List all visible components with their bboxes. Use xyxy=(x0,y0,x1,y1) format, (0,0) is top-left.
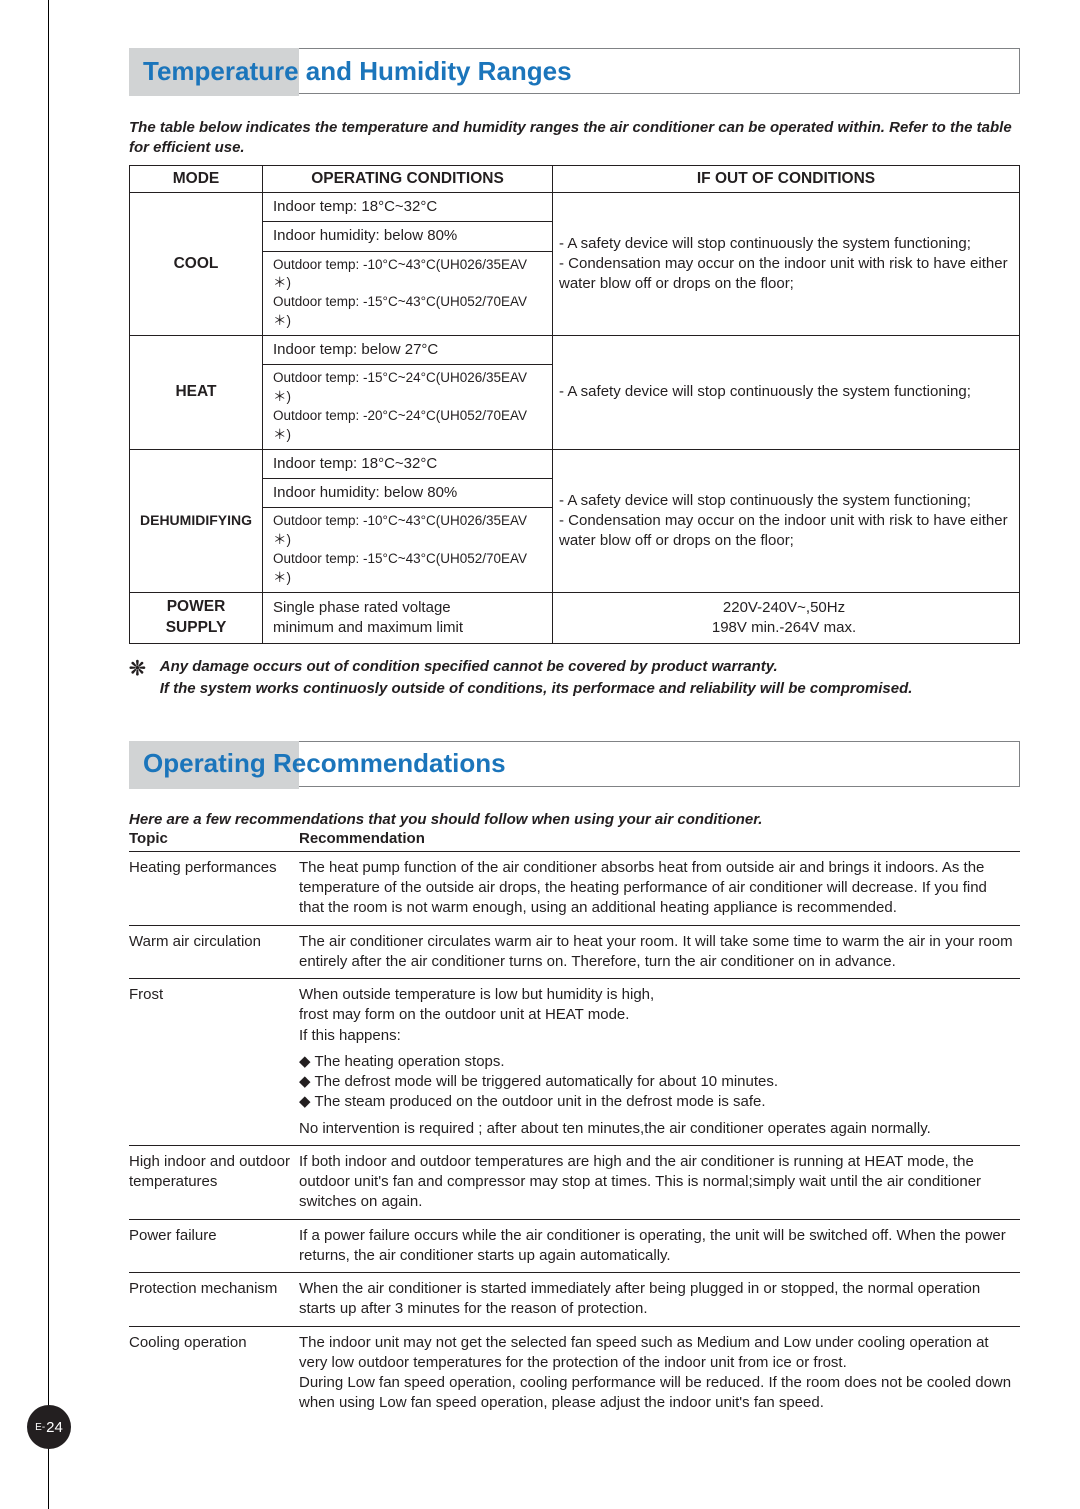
table-row: Heating performances The heat pump funct… xyxy=(129,851,1020,925)
page-prefix: E- xyxy=(35,1422,45,1433)
dehum-cond-2: Indoor humidity: below 80% xyxy=(263,479,553,508)
cool-cond-3: Outdoor temp: -10°C~43°C(UH026/35EAV＊) O… xyxy=(263,251,553,336)
mode-power: POWER SUPPLY xyxy=(130,592,263,643)
mode-dehum: DEHUMIDIFYING xyxy=(130,449,263,592)
topic-heating: Heating performances xyxy=(129,851,299,925)
cool-cond-1: Indoor temp: 18°C~32°C xyxy=(263,193,553,222)
dehum-cond-3: Outdoor temp: -10°C~43°C(UH026/35EAV＊) O… xyxy=(263,508,553,593)
rec-warm-air: The air conditioner circulates warm air … xyxy=(299,925,1020,979)
footnote-symbol: ❊ xyxy=(129,654,146,699)
section-title: Temperature and Humidity Ranges xyxy=(129,56,572,87)
recs-table: Topic Recommendation Heating performance… xyxy=(129,828,1020,1420)
topic-warm-air: Warm air circulation xyxy=(129,925,299,979)
page-content: Temperature and Humidity Ranges The tabl… xyxy=(48,0,1080,1509)
col-conditions: OPERATING CONDITIONS xyxy=(263,166,553,193)
col-out: IF OUT OF CONDITIONS xyxy=(553,166,1020,193)
frost-pre: When outside temperature is low but humi… xyxy=(299,985,1016,1046)
rec-cooling: The indoor unit may not get the selected… xyxy=(299,1326,1020,1420)
cool-cond-2: Indoor humidity: below 80% xyxy=(263,222,553,251)
topic-power-failure: Power failure xyxy=(129,1219,299,1273)
topic-protection: Protection mechanism xyxy=(129,1273,299,1327)
heat-out: - A safety device will stop continuously… xyxy=(553,336,1020,450)
heat-cond-1: Indoor temp: below 27°C xyxy=(263,336,553,365)
ranges-header-row: MODE OPERATING CONDITIONS IF OUT OF COND… xyxy=(130,166,1020,193)
recs-col-rec: Recommendation xyxy=(299,828,1020,852)
col-mode: MODE xyxy=(130,166,263,193)
frost-b3: The steam produced on the outdoor unit i… xyxy=(299,1092,1016,1112)
cool-out: - A safety device will stop continuously… xyxy=(553,193,1020,336)
mode-cool: COOL xyxy=(130,193,263,336)
table-row: Protection mechanism When the air condit… xyxy=(129,1273,1020,1327)
rec-power-failure: If a power failure occurs while the air … xyxy=(299,1219,1020,1273)
frost-post: No intervention is required ; after abou… xyxy=(299,1119,1016,1139)
table-row: Cooling operation The indoor unit may no… xyxy=(129,1326,1020,1420)
topic-cooling: Cooling operation xyxy=(129,1326,299,1420)
rec-high-temp: If both indoor and outdoor temperatures … xyxy=(299,1145,1020,1219)
section2-title: Operating Recommendations xyxy=(129,748,506,779)
section-header-temp-humidity: Temperature and Humidity Ranges xyxy=(129,48,1020,94)
page-number-badge: E-24 xyxy=(27,1405,71,1449)
frost-b2: The defrost mode will be triggered autom… xyxy=(299,1072,1016,1092)
power-out: 220V-240V~,50Hz 198V min.-264V max. xyxy=(553,592,1020,643)
table-row: Frost When outside temperature is low bu… xyxy=(129,979,1020,1146)
dehum-cond-1: Indoor temp: 18°C~32°C xyxy=(263,449,553,478)
table-row: Warm air circulation The air conditioner… xyxy=(129,925,1020,979)
topic-frost: Frost xyxy=(129,979,299,1146)
rec-protection: When the air conditioner is started imme… xyxy=(299,1273,1020,1327)
recs-header-row: Topic Recommendation xyxy=(129,828,1020,852)
section-header-recommendations: Operating Recommendations xyxy=(129,741,1020,787)
table-row: COOL Indoor temp: 18°C~32°C - A safety d… xyxy=(130,193,1020,222)
heat-cond-2: Outdoor temp: -15°C~24°C(UH026/35EAV＊) O… xyxy=(263,365,553,450)
page-number: 24 xyxy=(46,1419,63,1436)
table-row: HEAT Indoor temp: below 27°C - A safety … xyxy=(130,336,1020,365)
footnote-text: Any damage occurs out of condition speci… xyxy=(160,656,913,701)
section2-intro: Here are a few recommendations that you … xyxy=(129,811,1020,828)
mode-heat: HEAT xyxy=(130,336,263,450)
rec-heating: The heat pump function of the air condit… xyxy=(299,851,1020,925)
table-row: High indoor and outdoor temperatures If … xyxy=(129,1145,1020,1219)
rec-frost: When outside temperature is low but humi… xyxy=(299,979,1020,1146)
footnote: ❊ Any damage occurs out of condition spe… xyxy=(129,656,1020,701)
table-row: DEHUMIDIFYING Indoor temp: 18°C~32°C - A… xyxy=(130,449,1020,478)
dehum-out: - A safety device will stop continuously… xyxy=(553,449,1020,592)
recs-col-topic: Topic xyxy=(129,828,299,852)
section1-intro: The table below indicates the temperatur… xyxy=(129,118,1020,157)
table-row: POWER SUPPLY Single phase rated voltage … xyxy=(130,592,1020,643)
table-row: Power failure If a power failure occurs … xyxy=(129,1219,1020,1273)
frost-b1: The heating operation stops. xyxy=(299,1052,1016,1072)
ranges-table: MODE OPERATING CONDITIONS IF OUT OF COND… xyxy=(129,165,1020,644)
power-cond: Single phase rated voltage minimum and m… xyxy=(263,592,553,643)
topic-high-temp: High indoor and outdoor temperatures xyxy=(129,1145,299,1219)
